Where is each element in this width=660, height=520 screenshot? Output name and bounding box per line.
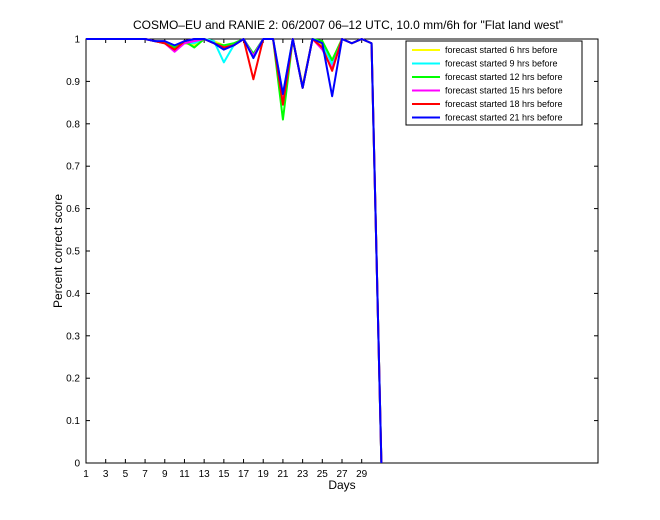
series-lines bbox=[86, 38, 383, 464]
x-tick-label: 3 bbox=[103, 469, 109, 480]
x-tick-label: 21 bbox=[277, 469, 289, 480]
y-axis: 0 0.1 0.2 0.3 0.4 0.5 0.6 0.7 0.8 0.9 1 bbox=[66, 35, 598, 470]
legend-box bbox=[405, 40, 583, 126]
x-axis-label: Days bbox=[328, 478, 355, 492]
x-tick-label: 11 bbox=[179, 469, 190, 480]
y-tick-label: 0.3 bbox=[66, 331, 80, 342]
chart-title: COSMO–EU and RANIE 2: 06/2007 06–12 UTC,… bbox=[133, 18, 563, 32]
legend: forecast started 6 hrs before forecast st… bbox=[405, 40, 583, 126]
series-line-6 bbox=[86, 38, 383, 464]
y-tick-label: 1 bbox=[74, 35, 80, 46]
x-tick-label: 19 bbox=[258, 469, 270, 480]
x-axis: 1 3 5 7 9 11 13 15 17 19 21 23 25 27 29 bbox=[83, 39, 368, 480]
x-tick-label: 29 bbox=[356, 469, 368, 480]
x-tick-label: 25 bbox=[317, 469, 329, 480]
legend-label: forecast started 18 hrs before bbox=[445, 99, 563, 109]
x-tick-label: 17 bbox=[238, 469, 250, 480]
x-tick-label: 23 bbox=[297, 469, 309, 480]
y-tick-label: 0.2 bbox=[66, 374, 80, 385]
x-tick-label: 27 bbox=[336, 469, 348, 480]
legend-label: forecast started 6 hrs before bbox=[445, 45, 558, 55]
y-tick-label: 0.6 bbox=[66, 204, 80, 215]
y-tick-label: 0.1 bbox=[66, 416, 80, 427]
y-tick-label: 0.9 bbox=[66, 77, 80, 88]
y-tick-label: 0.7 bbox=[66, 162, 80, 173]
legend-label: forecast started 9 hrs before bbox=[445, 59, 558, 69]
y-tick-label: 0 bbox=[74, 459, 80, 470]
y-tick-label: 0.5 bbox=[66, 247, 80, 258]
legend-label: forecast started 21 hrs before bbox=[445, 113, 563, 123]
x-tick-label: 1 bbox=[83, 469, 89, 480]
x-tick-label: 5 bbox=[123, 469, 129, 480]
y-tick-label: 0.4 bbox=[66, 289, 80, 300]
legend-label: forecast started 15 hrs before bbox=[445, 86, 563, 96]
legend-items: forecast started 6 hrs before forecast st… bbox=[412, 45, 563, 123]
legend-label: forecast started 12 hrs before bbox=[445, 72, 563, 82]
y-tick-label: 0.8 bbox=[66, 119, 80, 130]
x-tick-label: 7 bbox=[142, 469, 148, 480]
y-axis-label: Percent correct score bbox=[51, 194, 65, 308]
x-tick-label: 9 bbox=[162, 469, 168, 480]
x-tick-label: 15 bbox=[218, 469, 230, 480]
x-tick-label: 13 bbox=[199, 469, 211, 480]
